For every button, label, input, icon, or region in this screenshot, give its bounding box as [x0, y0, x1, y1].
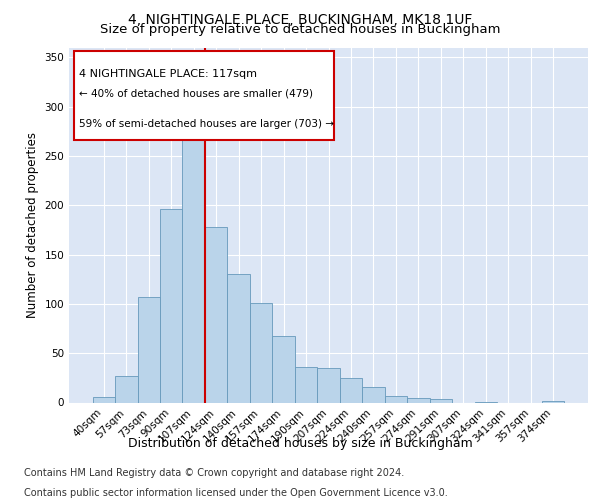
- Text: Contains HM Land Registry data © Crown copyright and database right 2024.: Contains HM Land Registry data © Crown c…: [24, 468, 404, 477]
- Bar: [160, 209, 182, 402]
- Bar: [205, 227, 227, 402]
- Bar: [430, 398, 452, 402]
- Text: Distribution of detached houses by size in Buckingham: Distribution of detached houses by size …: [128, 438, 472, 450]
- Text: Size of property relative to detached houses in Buckingham: Size of property relative to detached ho…: [100, 22, 500, 36]
- Text: 59% of semi-detached houses are larger (703) →: 59% of semi-detached houses are larger (…: [79, 119, 334, 129]
- Bar: [295, 367, 317, 402]
- Bar: [340, 378, 362, 402]
- Bar: [362, 386, 385, 402]
- Bar: [385, 396, 407, 402]
- Bar: [115, 376, 137, 402]
- Bar: [227, 274, 250, 402]
- Bar: [137, 297, 160, 403]
- Text: Contains public sector information licensed under the Open Government Licence v3: Contains public sector information licen…: [24, 488, 448, 498]
- Bar: [250, 303, 272, 402]
- Bar: [182, 118, 205, 403]
- Y-axis label: Number of detached properties: Number of detached properties: [26, 132, 39, 318]
- Bar: [272, 336, 295, 402]
- Bar: [407, 398, 430, 402]
- Bar: [92, 396, 115, 402]
- Text: ← 40% of detached houses are smaller (479): ← 40% of detached houses are smaller (47…: [79, 88, 313, 99]
- Text: 4, NIGHTINGALE PLACE, BUCKINGHAM, MK18 1UF: 4, NIGHTINGALE PLACE, BUCKINGHAM, MK18 1…: [128, 12, 472, 26]
- Text: 4 NIGHTINGALE PLACE: 117sqm: 4 NIGHTINGALE PLACE: 117sqm: [79, 69, 257, 79]
- Bar: [317, 368, 340, 402]
- Bar: [542, 400, 565, 402]
- FancyBboxPatch shape: [74, 51, 334, 140]
